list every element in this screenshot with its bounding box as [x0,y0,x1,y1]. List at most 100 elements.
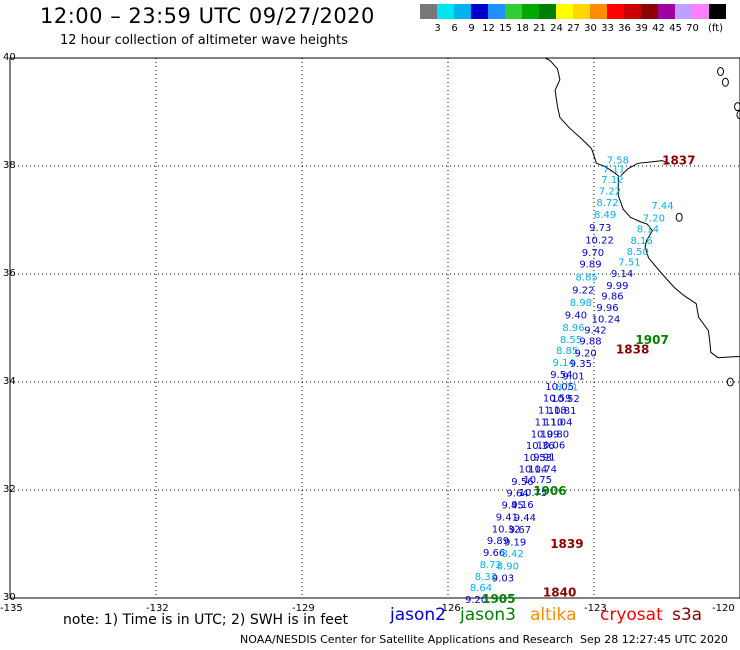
wave-height-value: 8.90 [497,562,519,573]
wave-height-value: 8.98 [570,298,592,309]
credit-line: NOAA/NESDIS Center for Satellite Applica… [240,633,574,646]
wave-height-value: 10.81 [548,406,577,417]
latitude-label: 30 [3,592,16,603]
wave-height-value: 9.45 [502,501,524,512]
wave-height-value: 7.11 [603,165,625,176]
wave-height-value: 10.06 [537,441,566,452]
legend-altika: altika [530,605,577,625]
color-scale-label: 12 [482,23,495,34]
wave-height-value: 9.14 [611,269,633,280]
lake-icon [717,67,725,76]
wave-height-value: 10.14 [519,464,548,475]
coastline [545,57,740,387]
color-scale-swatch [573,4,590,19]
wave-height-value: 11.04 [544,417,573,428]
wave-height-value: 9.91 [533,453,555,464]
color-scale-label: 39 [635,23,648,34]
wave-height-value: 9.56 [511,477,533,488]
latitude-label: 32 [3,484,16,495]
wave-height-value: 9.64 [506,489,528,500]
pass-time-label: 1905 [482,592,515,606]
color-scale-swatch [590,4,607,19]
wave-height-value: 8.64 [470,583,492,594]
color-scale-swatch [505,4,522,19]
wave-height-value: 7.12 [601,175,623,186]
color-scale-label: 36 [618,23,631,34]
color-scale-swatch [471,4,488,19]
generated-timestamp: Sep 28 12:27:45 UTC 2020 [580,633,728,646]
wave-height-value: 9.54 [550,370,572,381]
latitude-label: 34 [3,376,16,387]
wave-height-value: 10.52 [551,394,580,405]
color-scale-label: 9 [468,23,475,34]
wave-height-value: 10.53 [523,453,552,464]
wave-height-value: 9.86 [601,292,623,303]
wave-height-value: 7.51 [618,258,640,269]
wave-height-value: 8.55 [560,335,582,346]
color-scale-swatch [607,4,624,19]
color-scale-swatch [692,4,709,19]
latitude-label: 36 [3,268,16,279]
color-scale-swatch [488,4,505,19]
wave-height-value: 8.49 [594,210,616,221]
wave-height-value: 11.18 [538,406,567,417]
wave-height-value: 10.99 [531,429,560,440]
wave-height-value: 9.01 [562,372,584,383]
wave-height-value: 9.14 [553,358,575,369]
map-title: 12:00 – 23:59 UTC 09/27/2020 [40,4,375,28]
color-scale-label: 70 [686,23,699,34]
wave-height-value: 9.96 [596,303,618,314]
legend-jason2: jason2 [390,605,446,625]
pass-time-labels: 1837 1838 1839 1840 1907 1906 1905 [482,154,695,607]
wave-height-value: 8.96 [562,323,584,334]
color-scale-label: 15 [499,23,512,34]
color-scale-label: 3 [434,23,441,34]
wave-height-observations: 7.587.117.127.228.728.499.7310.229.709.8… [465,156,674,607]
wave-height-value: 8.16 [631,236,653,247]
wave-height-value: 9.89 [579,260,601,271]
wave-height-value: 9.67 [509,525,531,536]
wave-height-value: 7.22 [599,186,621,197]
wave-height-value: 9.41 [496,513,518,524]
wave-height-value: 10.36 [526,441,555,452]
color-scale-swatch [658,4,675,19]
wave-height-value: 9.88 [579,336,601,347]
wave-height-value: 10.05 [545,382,574,393]
wave-height-value: 7.58 [607,156,629,167]
color-scale-swatch [624,4,641,19]
bay-area-coastline [620,160,670,177]
wave-height-value: 8.32 [475,572,497,583]
wave-height-value: 7.44 [651,201,673,212]
wave-height-value: 9.99 [606,281,628,292]
wave-height-value: 9.73 [589,223,611,234]
color-scale-swatch [709,4,726,19]
wave-height-value: 8.14 [637,225,659,236]
wave-height-value: 9.20 [465,595,487,606]
color-scale-swatch [641,4,658,19]
color-scale-unit: (ft) [708,23,724,34]
color-scale-swatch [437,4,454,19]
legend-cryosat: cryosat [600,605,663,625]
wave-height-value: 8.72 [596,198,618,209]
wave-height-value: 9.42 [584,326,606,337]
wave-height-value: 9.03 [492,574,514,585]
longitude-label: -129 [292,603,315,614]
color-scale-label: 33 [601,23,614,34]
wave-height-value: 9.89 [487,536,509,547]
pass-time-label: 1837 [662,154,695,168]
longitude-label: -123 [584,603,607,614]
color-scale-label: 42 [652,23,665,34]
wave-height-value: 8.50 [627,247,649,258]
wave-height-value: 9.70 [582,248,604,259]
wave-height-value: 11.10 [535,417,564,428]
wave-height-value: 8.42 [502,549,524,560]
wave-height-value: 8.72 [480,560,502,571]
color-scale-label: 6 [451,23,458,34]
legend-jason3: jason3 [460,605,516,625]
color-scale-label: 27 [567,23,580,34]
lake-tahoe-icon [734,102,740,112]
lake-icon [736,110,740,120]
color-scale-label: 30 [584,23,597,34]
color-scale-swatch [675,4,692,19]
